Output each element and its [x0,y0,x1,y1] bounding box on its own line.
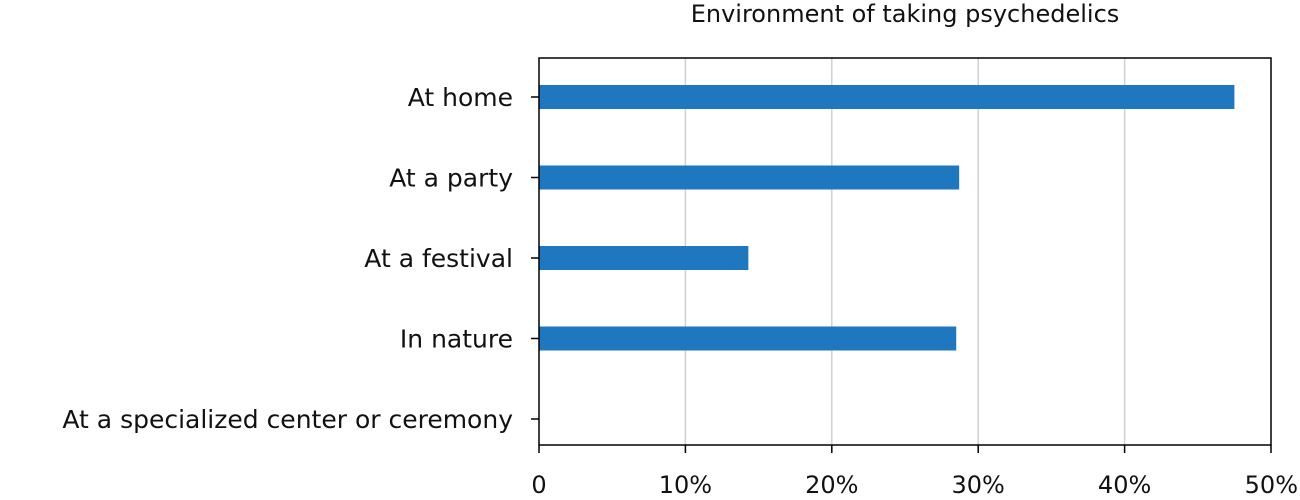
category-label: In nature [400,325,513,354]
y-ticks: At home At a party At a festival In nature A… [62,83,539,434]
x-tick-label: 20% [805,471,858,499]
bars [539,85,1235,351]
bar [539,85,1235,109]
x-tick-label: 10% [659,471,712,499]
plot-frame [538,57,1272,446]
x-tick-label: 30% [952,471,1005,499]
chart-title: Environment of taking psychedelics [691,0,1120,28]
category-label: At a festival [364,244,513,273]
category-label: At a party [389,164,513,193]
x-tick-label: 50% [1245,471,1298,499]
bar [539,326,957,351]
x-tick-label: 0 [531,471,546,499]
x-tick-label: 40% [1098,471,1151,499]
bar [539,165,960,190]
grid-lines [684,58,1126,445]
category-label: At a specialized center or ceremony [62,405,513,434]
bar [539,246,749,270]
x-ticks: 0 10% 20% 30% 40% 50% [531,445,1298,499]
category-label: At home [408,83,513,112]
